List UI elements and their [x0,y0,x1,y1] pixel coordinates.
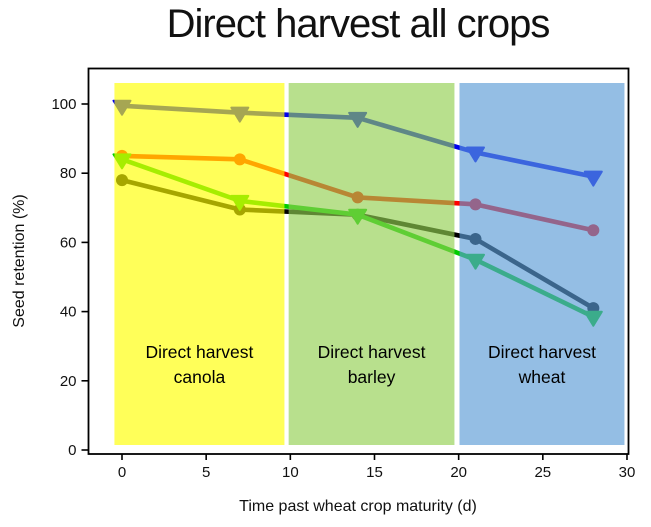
region-canola [114,83,285,445]
region-label-canola: Direct harvest canola [145,342,253,387]
y-tick-label-0: 0 [68,442,76,459]
x-axis-label: Time past wheat crop maturity (d) [239,498,477,515]
y-axis-label: Seed retention (%) [11,194,28,327]
y-tick-label-20: 20 [60,373,77,390]
x-tick-label-5: 5 [202,464,210,481]
x-tick-label-0: 0 [118,464,126,481]
y-tick-label-100: 100 [51,96,76,113]
y-tick-label-40: 40 [60,304,77,321]
y-tick-label-60: 60 [60,234,77,251]
region-wheat [459,83,625,445]
x-tick-label-30: 30 [619,464,636,481]
x-tick-label-25: 25 [534,464,551,481]
plot-border [87,67,630,455]
region-label-barley: Direct harvest barley [318,342,426,387]
x-tick-label-20: 20 [450,464,467,481]
x-tick-label-15: 15 [366,464,383,481]
chart-title: Direct harvest all crops [166,2,551,46]
y-tick-label-80: 80 [60,165,77,182]
x-tick-label-10: 10 [282,464,299,481]
region-label-wheat: Direct harvest wheat [488,342,596,387]
region-barley [288,83,455,445]
